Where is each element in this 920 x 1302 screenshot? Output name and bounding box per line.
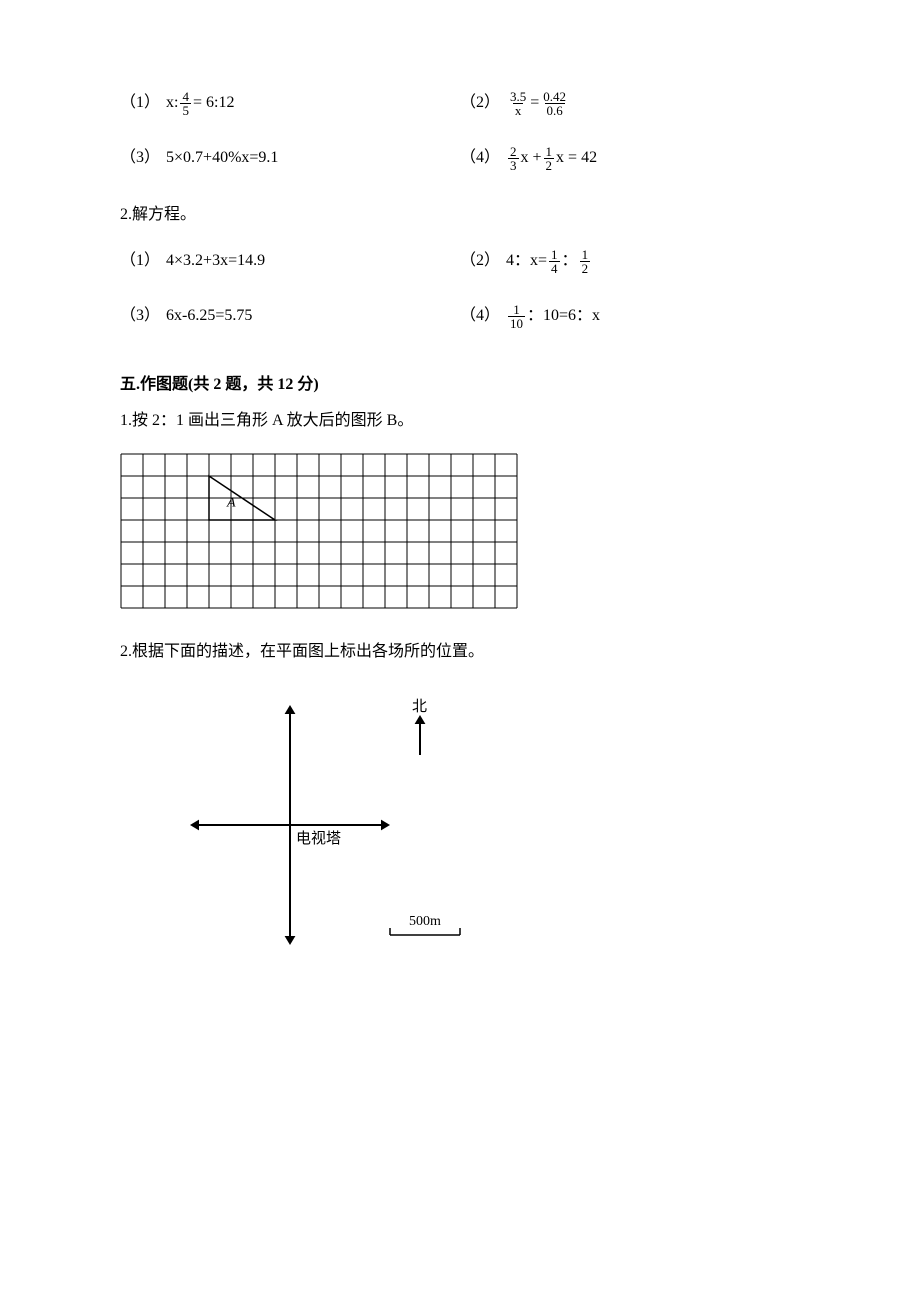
- frac-den: 2: [580, 261, 591, 275]
- page: （1） x: 4 5 = 6:12 （2） 3.5 x = 0.42: [0, 0, 920, 1302]
- frac-num: 2: [508, 145, 519, 158]
- triangle-grid-svg: A: [120, 453, 518, 609]
- question-text: 2.根据下面的描述，在平面图上标出各场所的位置。: [120, 639, 800, 665]
- frac-den: 0.6: [545, 103, 565, 117]
- eq-text: 5×0.7+40%x=9.1: [166, 147, 278, 169]
- eq-text: x +: [521, 147, 542, 169]
- eq-text: ：10=6：x: [527, 305, 600, 327]
- eq-body: 4：x= 1 4 ： 1 2: [506, 248, 592, 275]
- eq-text: 4×3.2+3x=14.9: [166, 250, 265, 272]
- frac-den: 3: [508, 158, 519, 172]
- fraction: 1 10: [508, 303, 525, 330]
- fraction: 1 4: [549, 248, 560, 275]
- svg-text:北: 北: [412, 698, 427, 715]
- grid-figure: A: [120, 453, 800, 609]
- frac-den: 4: [549, 261, 560, 275]
- eq-row: （3） 6x-6.25=5.75 （4） 1 10 ：10=6：x: [120, 303, 800, 330]
- eq-body: 4×3.2+3x=14.9: [166, 250, 265, 272]
- eq-text: ：: [562, 250, 578, 272]
- map-svg: 电视塔 北 500m: [180, 685, 480, 965]
- eq-row: （3） 5×0.7+40%x=9.1 （4） 2 3 x + 1 2 x = 4…: [120, 145, 800, 172]
- eq-body: 5×0.7+40%x=9.1: [166, 147, 278, 169]
- eq-cell: （3） 6x-6.25=5.75: [120, 303, 460, 330]
- frac-num: 1: [549, 248, 560, 261]
- frac-num: 1: [544, 145, 555, 158]
- eq-cell: （2） 3.5 x = 0.42 0.6: [460, 90, 800, 117]
- fraction: 4 5: [180, 90, 191, 117]
- eq-body: 2 3 x + 1 2 x = 42: [506, 145, 597, 172]
- svg-text:电视塔: 电视塔: [296, 830, 341, 847]
- svg-text:A: A: [226, 496, 236, 511]
- frac-den: x: [513, 103, 524, 117]
- eq-label: （2）: [460, 250, 500, 272]
- section-heading: 五.作图题(共 2 题，共 12 分): [120, 370, 800, 394]
- map-figure: 电视塔 北 500m: [180, 685, 800, 965]
- eq-body: 3.5 x = 0.42 0.6: [506, 90, 570, 117]
- eq-body: 6x-6.25=5.75: [166, 305, 252, 327]
- frac-num: 1: [580, 248, 591, 261]
- fraction: 1 2: [580, 248, 591, 275]
- fraction: 1 2: [544, 145, 555, 172]
- eq-label: （3）: [120, 147, 160, 169]
- paragraph: 2.解方程。: [120, 202, 800, 228]
- eq-label: （2）: [460, 92, 500, 114]
- eq-text: x:: [166, 92, 178, 114]
- eq-text: x = 42: [556, 147, 597, 169]
- eq-text: = 6:12: [193, 92, 234, 114]
- eq-cell: （3） 5×0.7+40%x=9.1: [120, 145, 460, 172]
- frac-num: 4: [180, 90, 191, 103]
- frac-den: 5: [180, 103, 191, 117]
- eq-cell: （4） 1 10 ：10=6：x: [460, 303, 800, 330]
- frac-den: 10: [508, 316, 525, 330]
- eq-text: 4：x=: [506, 250, 547, 272]
- eq-label: （4）: [460, 147, 500, 169]
- eq-row: （1） x: 4 5 = 6:12 （2） 3.5 x = 0.42: [120, 90, 800, 117]
- eq-body: x: 4 5 = 6:12: [166, 90, 234, 117]
- eq-label: （1）: [120, 250, 160, 272]
- eq-text: =: [530, 92, 539, 114]
- eq-cell: （1） 4×3.2+3x=14.9: [120, 248, 460, 275]
- frac-num: 1: [511, 303, 522, 316]
- frac-num: 3.5: [508, 90, 528, 103]
- fraction: 2 3: [508, 145, 519, 172]
- eq-label: （4）: [460, 305, 500, 327]
- fraction: 3.5 x: [508, 90, 528, 117]
- eq-label: （3）: [120, 305, 160, 327]
- frac-num: 0.42: [541, 90, 568, 103]
- eq-cell: （2） 4：x= 1 4 ： 1 2: [460, 248, 800, 275]
- eq-row: （1） 4×3.2+3x=14.9 （2） 4：x= 1 4 ： 1 2: [120, 248, 800, 275]
- eq-body: 1 10 ：10=6：x: [506, 303, 600, 330]
- fraction: 0.42 0.6: [541, 90, 568, 117]
- eq-label: （1）: [120, 92, 160, 114]
- eq-cell: （4） 2 3 x + 1 2 x = 42: [460, 145, 800, 172]
- svg-text:500m: 500m: [409, 914, 441, 929]
- question-text: 1.按 2：1 画出三角形 A 放大后的图形 B。: [120, 408, 800, 434]
- frac-den: 2: [544, 158, 555, 172]
- eq-text: 6x-6.25=5.75: [166, 305, 252, 327]
- eq-cell: （1） x: 4 5 = 6:12: [120, 90, 460, 117]
